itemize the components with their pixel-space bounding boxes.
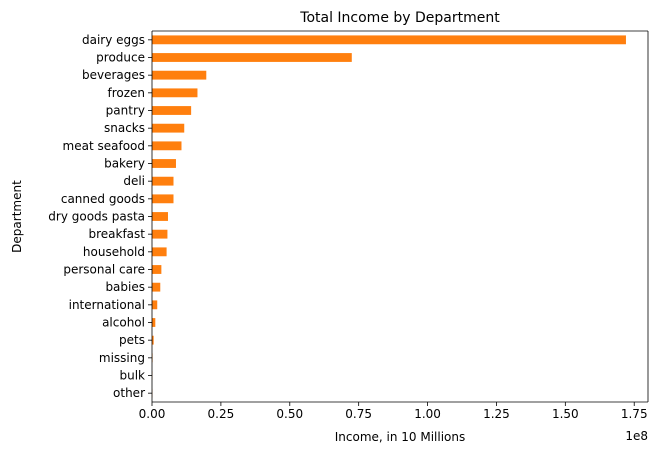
bar-babies <box>152 283 160 292</box>
x-tick-label: 0.50 <box>276 407 303 421</box>
bar-alcohol <box>152 318 155 327</box>
bar-frozen <box>152 88 197 97</box>
y-ticks-layer: dairy eggs produce beverages frozen pantry sn… <box>48 33 152 400</box>
bar-household <box>152 247 167 256</box>
y-tick-label: international <box>69 298 145 312</box>
x-axis-offset-label: 1e8 <box>625 429 648 443</box>
bar-breakfast <box>152 230 167 239</box>
y-tick-label: frozen <box>107 86 145 100</box>
y-tick-label: missing <box>99 351 145 365</box>
bar-dry-goods-pasta <box>152 212 168 221</box>
chart-title: Total Income by Department <box>299 10 500 26</box>
y-tick-label: dry goods pasta <box>48 210 145 224</box>
x-axis-label: Income, in 10 Millions <box>335 430 466 444</box>
y-tick-label: bakery <box>104 157 145 171</box>
x-tick-label: 0.75 <box>345 407 372 421</box>
y-tick-label: beverages <box>82 68 145 82</box>
bar-deli <box>152 177 173 186</box>
x-tick-label: 1.00 <box>414 407 441 421</box>
y-tick-label: meat seafood <box>63 139 145 153</box>
bar-international <box>152 300 157 309</box>
y-tick-label: breakfast <box>88 227 145 241</box>
bar-snacks <box>152 124 184 133</box>
axes-layer <box>152 31 648 402</box>
bar-canned-goods <box>152 194 173 203</box>
y-tick-label: deli <box>123 174 145 188</box>
y-tick-label: alcohol <box>102 316 145 330</box>
y-tick-label: snacks <box>104 121 145 135</box>
y-tick-label: babies <box>105 280 145 294</box>
bar-beverages <box>152 71 206 80</box>
y-tick-label: personal care <box>63 263 145 277</box>
y-tick-label: household <box>83 245 145 259</box>
y-axis-label: Department <box>10 180 24 253</box>
x-tick-label: 1.75 <box>621 407 648 421</box>
y-tick-label: bulk <box>119 369 145 383</box>
x-ticks-layer: 0.00 0.25 0.50 0.75 1.00 1.25 1.50 1.75 <box>139 402 648 421</box>
x-tick-label: 0.00 <box>139 407 166 421</box>
bar-meat-seafood <box>152 141 181 150</box>
bars-layer <box>152 35 626 397</box>
x-tick-label: 1.50 <box>552 407 579 421</box>
y-tick-label: produce <box>96 51 145 65</box>
y-tick-label: dairy eggs <box>82 33 145 47</box>
bar-bakery <box>152 159 176 168</box>
y-tick-label: pantry <box>106 104 145 118</box>
y-tick-label: other <box>113 386 145 400</box>
bar-personal-care <box>152 265 161 274</box>
bar-produce <box>152 53 352 62</box>
x-tick-label: 1.25 <box>483 407 510 421</box>
y-tick-label: canned goods <box>61 192 145 206</box>
bar-dairy-eggs <box>152 35 626 44</box>
bar-pantry <box>152 106 191 115</box>
y-tick-label: pets <box>119 333 145 347</box>
x-tick-label: 0.25 <box>208 407 235 421</box>
